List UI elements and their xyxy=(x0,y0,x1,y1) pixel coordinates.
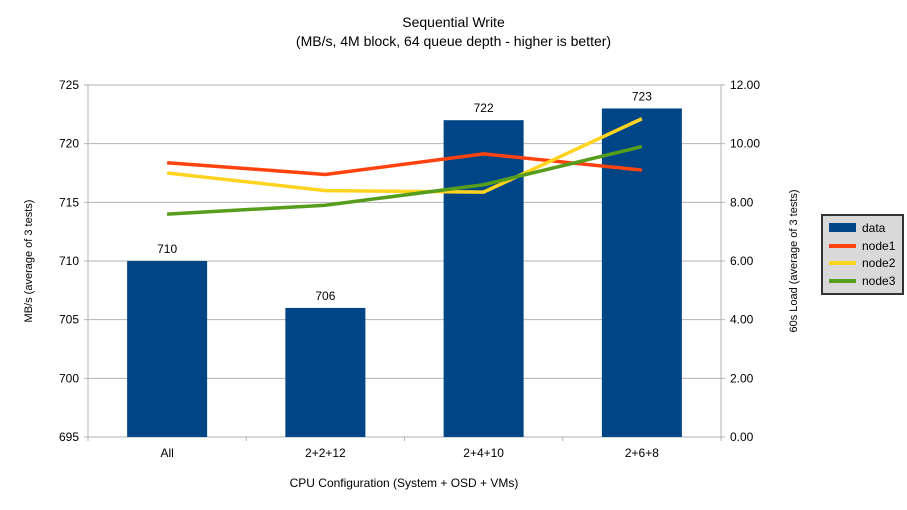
chart-title: Sequential Write xyxy=(402,14,505,30)
legend-label-data: data xyxy=(862,220,886,235)
right-axis-tick-label: 0.00 xyxy=(730,430,754,444)
line-node2 xyxy=(166,117,643,194)
x-axis-category-label: All xyxy=(160,446,173,460)
legend-swatch-data xyxy=(829,223,856,233)
bar-data-label: 710 xyxy=(157,242,177,256)
legend-label-node3: node3 xyxy=(862,274,896,289)
x-axis-category-label: 2+6+8 xyxy=(625,446,659,460)
left-axis-tick-label: 705 xyxy=(59,313,79,327)
legend-swatch-node2 xyxy=(829,261,856,266)
right-axis-title: 60s Load (average of 3 tests) xyxy=(788,189,800,333)
left-axis-tick-label: 695 xyxy=(59,430,79,444)
legend-entry-node1: node1 xyxy=(829,239,896,253)
right-axis-tick-label: 6.00 xyxy=(730,254,754,268)
legend-entry-node3: node3 xyxy=(829,274,896,288)
bar xyxy=(443,120,524,437)
legend-label-node1: node1 xyxy=(862,238,896,253)
x-axis-category-label: 2+4+10 xyxy=(463,446,504,460)
legend-entry-node2: node2 xyxy=(829,256,896,270)
right-axis-tick-label: 4.00 xyxy=(730,313,754,327)
left-axis-tick-label: 725 xyxy=(59,78,79,92)
right-axis-tick-label: 2.00 xyxy=(730,371,754,385)
legend-entry-data: data xyxy=(829,221,896,235)
title-block: Sequential Write (MB/s, 4M block, 64 que… xyxy=(0,13,907,51)
legend-swatch-node1 xyxy=(829,243,856,248)
left-axis-tick-label: 715 xyxy=(59,195,79,209)
bar xyxy=(127,261,208,437)
bar-data-label: 722 xyxy=(474,101,494,115)
bar xyxy=(601,108,682,437)
right-axis-tick-label: 10.00 xyxy=(730,137,760,151)
bar-data-label: 706 xyxy=(315,289,335,303)
left-axis-tick-label: 710 xyxy=(59,254,79,268)
line-node1 xyxy=(166,152,643,177)
chart-subtitle: (MB/s, 4M block, 64 queue depth - higher… xyxy=(295,33,612,49)
left-axis-tick-label: 700 xyxy=(59,371,79,385)
line-node3 xyxy=(167,144,643,216)
x-axis-title: CPU Configuration (System + OSD + VMs) xyxy=(289,476,519,490)
legend: data node1 node2 node3 xyxy=(821,214,904,295)
right-axis-tick-label: 8.00 xyxy=(730,195,754,209)
bar-data-label: 723 xyxy=(632,89,652,103)
left-axis-tick-label: 720 xyxy=(59,137,79,151)
legend-swatch-node3 xyxy=(829,279,856,284)
right-axis-tick-label: 12.00 xyxy=(730,78,760,92)
left-axis-title: MB/s (average of 3 tests) xyxy=(23,199,35,323)
legend-label-node2: node2 xyxy=(862,256,896,271)
bar xyxy=(285,307,366,437)
x-axis-category-label: 2+2+12 xyxy=(305,446,346,460)
